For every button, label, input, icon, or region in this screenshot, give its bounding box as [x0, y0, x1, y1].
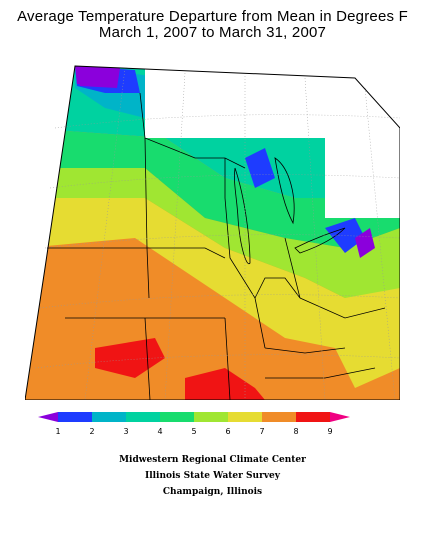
legend-label-1: 1 [55, 427, 60, 436]
grid-line-lat-1 [54, 114, 400, 129]
state-line-7 [284, 237, 301, 299]
grid-line-lat-4 [39, 294, 400, 309]
lake-michigan [234, 167, 251, 265]
state-line-12 [224, 317, 231, 400]
zone-0-east [355, 228, 375, 258]
legend-swatch-1 [58, 412, 92, 422]
state-line-1 [139, 92, 246, 169]
grid-line-lon-2 [164, 72, 186, 400]
state-line-3 [144, 137, 150, 299]
lake-huron [274, 157, 295, 225]
legend-arrow-left [38, 412, 58, 422]
ontario-blank [325, 128, 400, 218]
legend-label-2: 2 [89, 427, 94, 436]
legend-swatch-5 [194, 412, 228, 422]
temperature-departure-map [25, 65, 400, 400]
lat-lon-grid [34, 67, 400, 400]
legend-bars [38, 412, 350, 422]
state-line-11 [144, 317, 151, 400]
legend-swatch-3 [126, 412, 160, 422]
state-line-10 [265, 367, 376, 379]
grid-line-lat-3 [44, 234, 400, 249]
legend-swatch-4 [160, 412, 194, 422]
map-outline [25, 65, 400, 400]
legend-label-4: 4 [157, 427, 162, 436]
zone-0-northwest-edge [75, 66, 120, 88]
color-zones [25, 66, 400, 400]
state-line-4 [224, 158, 266, 349]
state-line-9 [264, 347, 346, 354]
credit-line2: Illinois State Water Survey [144, 471, 281, 481]
map-title-line1: Average Temperature Departure from Mean … [17, 8, 408, 25]
legend-label-6: 6 [225, 427, 230, 436]
legend-label-9: 9 [327, 427, 332, 436]
legend-label-5: 5 [191, 427, 196, 436]
zone-1-michigan [245, 148, 275, 188]
zone-4 [25, 128, 400, 248]
map-title-line2: March 1, 2007 to March 31, 2007 [98, 24, 327, 41]
legend-swatch-7 [262, 412, 296, 422]
legend-label-3: 3 [123, 427, 128, 436]
legend-label-8: 8 [293, 427, 298, 436]
state-line-6 [254, 277, 301, 299]
credit-line3: Champaign, Illinois [162, 487, 263, 497]
state-line-8 [299, 297, 386, 319]
legend-labels: 1 2 3 4 5 6 7 8 9 [55, 427, 332, 436]
legend-swatch-6 [228, 412, 262, 422]
credit-line1: Midwestern Regional Climate Center [119, 455, 306, 465]
grid-line-lat-5 [34, 354, 400, 369]
canada-blank [145, 66, 400, 138]
legend-swatch-8 [296, 412, 330, 422]
zone-8-south [95, 338, 165, 378]
lake-erie [294, 227, 346, 254]
legend-label-7: 7 [259, 427, 264, 436]
zone-5 [25, 168, 400, 298]
state-line-2 [47, 247, 226, 259]
legend-swatch-2 [92, 412, 126, 422]
color-scale-legend: 1 2 3 4 5 6 7 8 9 [38, 412, 350, 436]
grid-line-lon-5 [364, 87, 396, 400]
legend-arrow-right [330, 412, 350, 422]
state-boundaries [47, 92, 386, 400]
